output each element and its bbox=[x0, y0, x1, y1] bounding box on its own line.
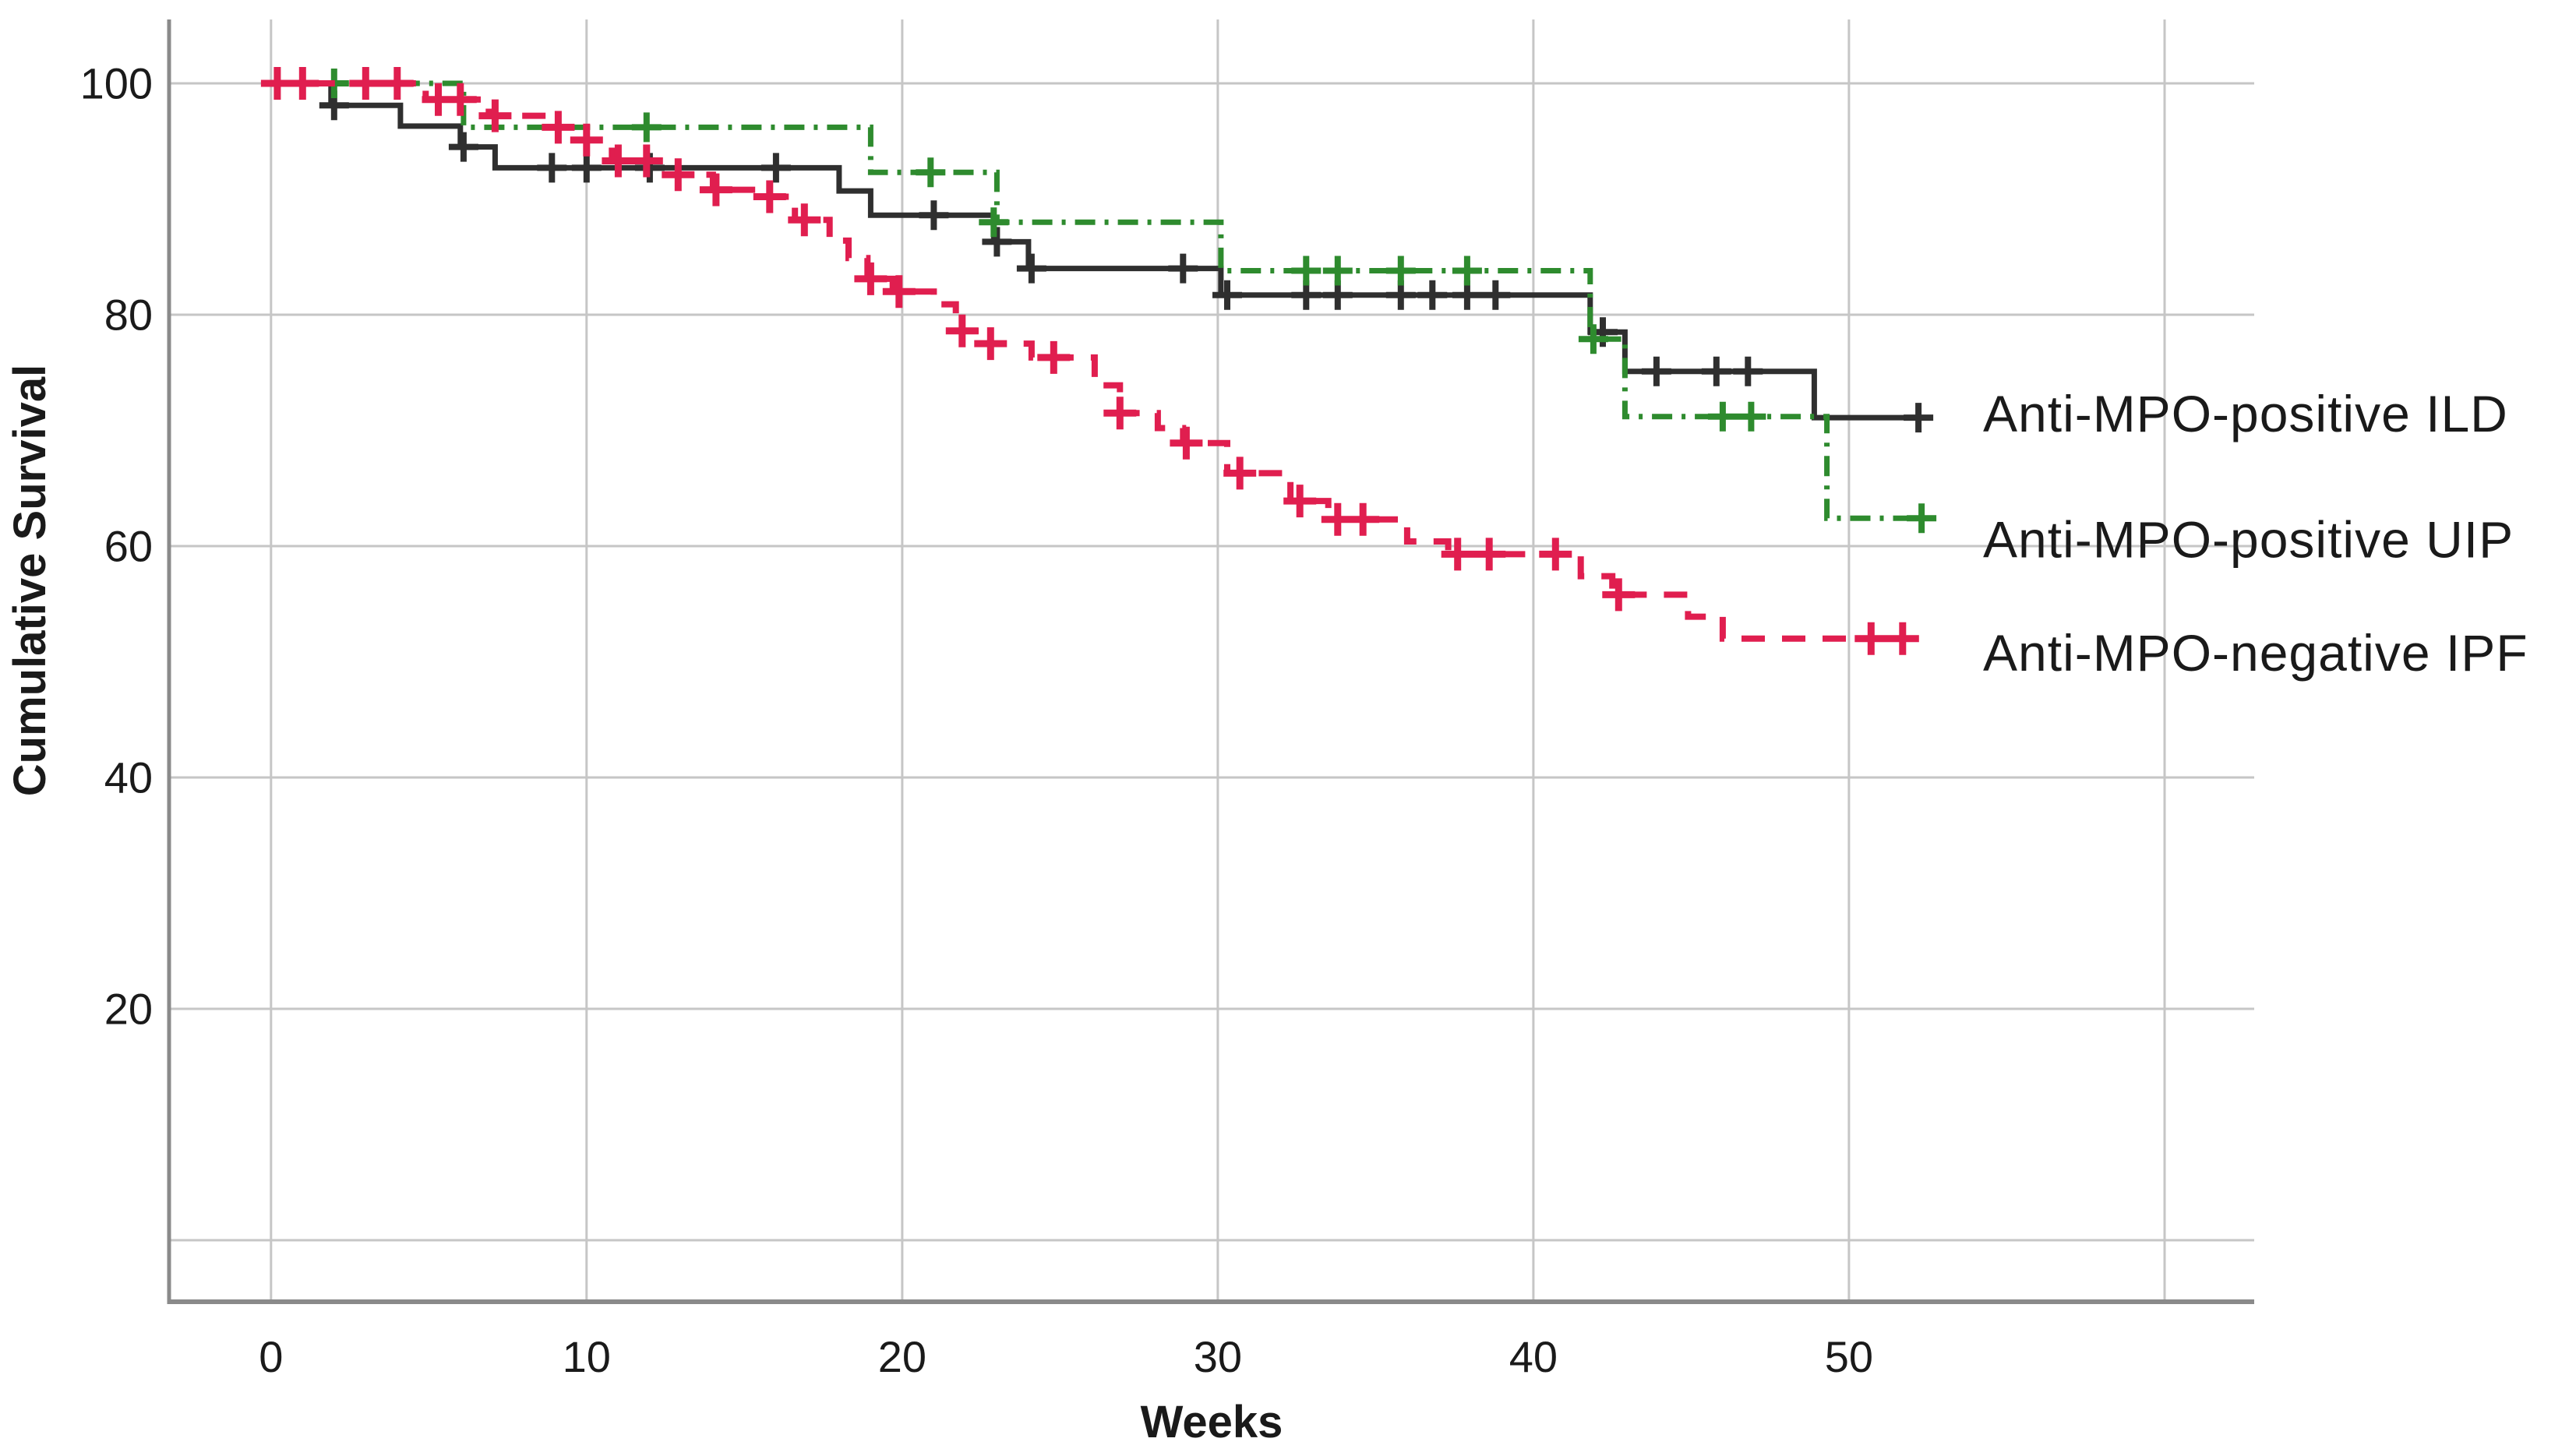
y-tick-label: 20 bbox=[104, 985, 153, 1034]
tick-labels: 20 40 60 80 100 0 10 20 30 40 50 bbox=[80, 59, 1873, 1382]
y-tick-label: 40 bbox=[104, 753, 153, 802]
curve-end-label-1: Anti-MPO-positive UIP bbox=[1983, 510, 2514, 568]
x-tick-label: 40 bbox=[1509, 1332, 1558, 1381]
censor-marks-2 bbox=[260, 67, 1919, 655]
curve-end-label-0: Anti-MPO-positive ILD bbox=[1983, 385, 2508, 442]
series-path-1 bbox=[270, 80, 1929, 521]
gridlines bbox=[169, 19, 2254, 1302]
y-tick-label: 80 bbox=[104, 291, 153, 340]
censor-marks-1 bbox=[319, 69, 1937, 534]
x-axis-title: Weeks bbox=[1141, 1397, 1283, 1447]
x-tick-label: 30 bbox=[1194, 1332, 1242, 1381]
x-tick-label: 20 bbox=[878, 1332, 926, 1381]
x-tick-label: 0 bbox=[259, 1332, 283, 1381]
x-tick-label: 10 bbox=[563, 1332, 611, 1381]
y-axis-title: Cumulative Survival bbox=[5, 365, 55, 796]
y-tick-label: 60 bbox=[104, 522, 153, 571]
axis-borders bbox=[167, 19, 2254, 1304]
curve-end-label-2: Anti-MPO-negative IPF bbox=[1983, 624, 2528, 682]
x-tick-label: 50 bbox=[1825, 1332, 1873, 1381]
curve-end-labels: Anti-MPO-positive ILD Anti-MPO-positive U… bbox=[1983, 385, 2528, 682]
y-tick-label: 100 bbox=[80, 59, 153, 108]
survival-curves bbox=[260, 67, 1937, 655]
